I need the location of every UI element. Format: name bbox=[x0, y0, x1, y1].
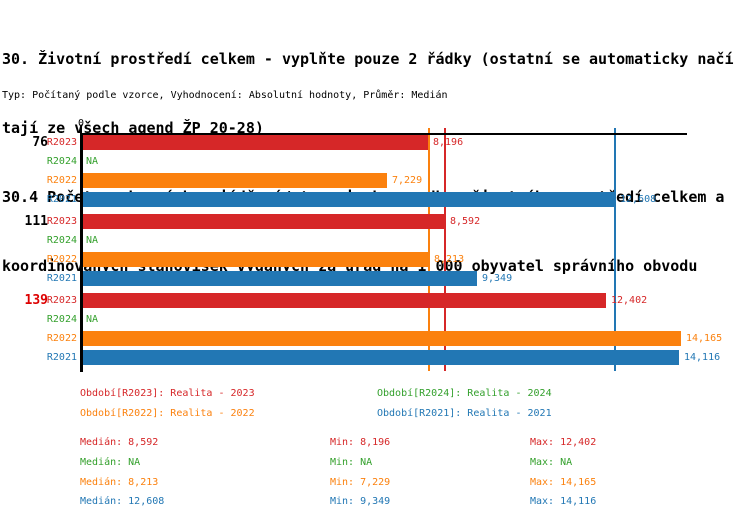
bar bbox=[81, 293, 606, 308]
bar-value-label: 7,229 bbox=[392, 175, 423, 186]
bar bbox=[81, 214, 445, 229]
bar-row: R2021 9,349 bbox=[0, 271, 750, 286]
bar bbox=[81, 350, 679, 365]
year-tick-label: R2022 bbox=[46, 175, 77, 186]
median-line-r2022 bbox=[428, 128, 430, 371]
bar-row: R2021 14,116 bbox=[0, 350, 750, 365]
bar-value-label: NA bbox=[86, 314, 99, 325]
bar bbox=[81, 252, 429, 267]
stat-min: Min: 9,349 bbox=[330, 496, 391, 507]
bar-row: R2022 14,165 bbox=[0, 331, 750, 346]
stat-min: Min: 8,196 bbox=[330, 437, 391, 448]
bar bbox=[81, 271, 477, 286]
year-tick-label: R2021 bbox=[46, 194, 77, 205]
bar-value-label: NA bbox=[86, 156, 99, 167]
year-tick-label: R2022 bbox=[46, 333, 77, 344]
stat-median: Medián: NA bbox=[80, 457, 141, 468]
year-tick-label: R2023 bbox=[46, 295, 77, 306]
chart-title-line-2: tají ze všech agend ŽP 20-28) bbox=[2, 119, 264, 137]
chart-title-line-1: 30. Životní prostředí celkem - vyplňte p… bbox=[2, 50, 734, 68]
stat-max: Max: 14,165 bbox=[530, 477, 597, 488]
group-label: 139 bbox=[24, 293, 48, 308]
stat-min: Min: 7,229 bbox=[330, 477, 391, 488]
median-line-r2023 bbox=[444, 128, 446, 371]
axis-zero-label: 0 bbox=[77, 118, 85, 129]
bar-row: R2024 NA bbox=[0, 312, 750, 327]
bar-value-label: 14,116 bbox=[684, 352, 721, 363]
stat-max: Max: 14,116 bbox=[530, 496, 597, 507]
year-tick-label: R2023 bbox=[46, 216, 77, 227]
group-label: 111 bbox=[24, 214, 48, 229]
stat-max: Max: 12,402 bbox=[530, 437, 597, 448]
bar-value-label: 12,608 bbox=[620, 194, 657, 205]
bar bbox=[81, 331, 681, 346]
year-tick-label: R2023 bbox=[46, 137, 77, 148]
bar-row: R2022 8,213 bbox=[0, 252, 750, 267]
group-label: 76 bbox=[32, 135, 48, 150]
axis-baseline bbox=[80, 133, 83, 372]
axis-top-line bbox=[80, 133, 687, 135]
bar bbox=[81, 135, 428, 150]
bar-value-label: 8,592 bbox=[450, 216, 481, 227]
legend-item-r2023: Období[R2023]: Realita - 2023 bbox=[80, 388, 255, 399]
bar-value-label: 8,213 bbox=[434, 254, 465, 265]
year-tick-label: R2024 bbox=[46, 235, 77, 246]
bar-row: R2022 7,229 bbox=[0, 173, 750, 188]
median-line-r2021 bbox=[614, 128, 616, 371]
bar-value-label: 12,402 bbox=[611, 295, 648, 306]
chart-subtitle: Typ: Počítaný podle vzorce, Vyhodnocení:… bbox=[2, 90, 448, 101]
stat-median: Medián: 12,608 bbox=[80, 496, 165, 507]
year-tick-label: R2024 bbox=[46, 156, 77, 167]
axis-zero-tick bbox=[80, 127, 82, 133]
bar-value-label: 9,349 bbox=[482, 273, 513, 284]
bar-row: R2024 NA bbox=[0, 154, 750, 169]
bar bbox=[81, 192, 615, 207]
bar bbox=[81, 173, 387, 188]
stat-median: Medián: 8,213 bbox=[80, 477, 159, 488]
bar-row: R2023 8,592 bbox=[0, 214, 750, 229]
bar-row: R2021 12,608 bbox=[0, 192, 750, 207]
year-tick-label: R2022 bbox=[46, 254, 77, 265]
stat-median: Medián: 8,592 bbox=[80, 437, 159, 448]
year-tick-label: R2021 bbox=[46, 352, 77, 363]
legend-item-r2024: Období[R2024]: Realita - 2024 bbox=[377, 388, 552, 399]
bar-value-label: 14,165 bbox=[686, 333, 723, 344]
bar-value-label: NA bbox=[86, 235, 99, 246]
bar-row: R2023 8,196 bbox=[0, 135, 750, 150]
bar-value-label: 8,196 bbox=[433, 137, 464, 148]
stat-max: Max: NA bbox=[530, 457, 573, 468]
year-tick-label: R2021 bbox=[46, 273, 77, 284]
legend-item-r2021: Období[R2021]: Realita - 2021 bbox=[377, 408, 552, 419]
stat-min: Min: NA bbox=[330, 457, 373, 468]
bar-row: R2024 NA bbox=[0, 233, 750, 248]
bar-row: R2023 12,402 bbox=[0, 293, 750, 308]
year-tick-label: R2024 bbox=[46, 314, 77, 325]
legend-item-r2022: Období[R2022]: Realita - 2022 bbox=[80, 408, 255, 419]
